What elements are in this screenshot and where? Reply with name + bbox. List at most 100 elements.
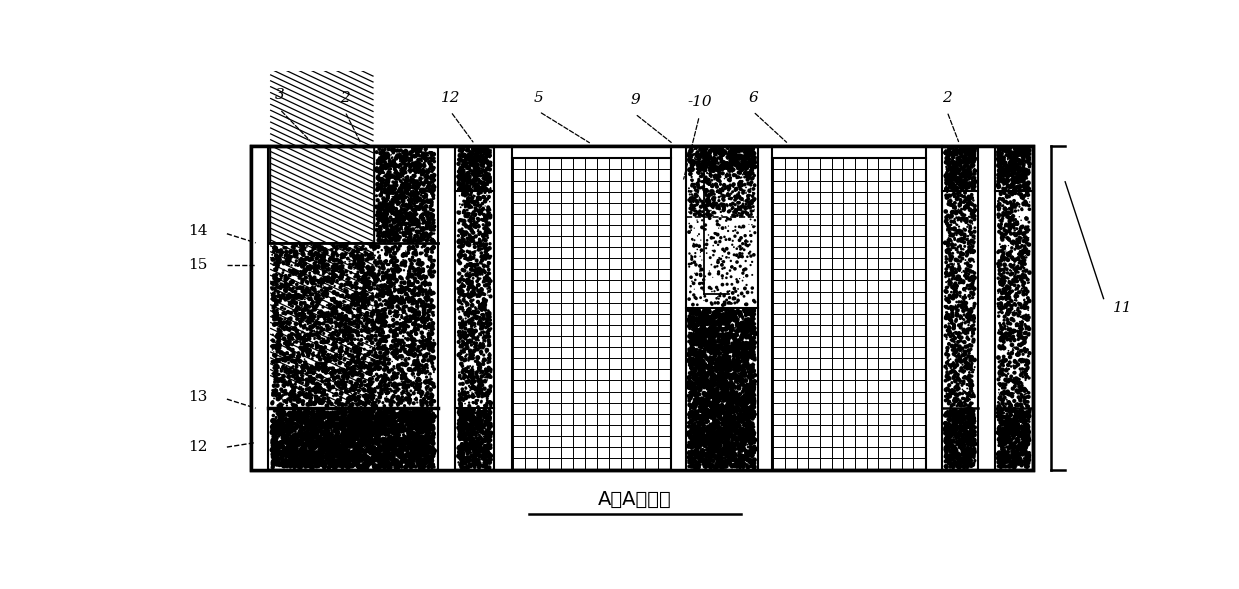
Point [963, 184, 983, 193]
Point [478, 306, 498, 315]
Point [733, 411, 753, 420]
Point [410, 388, 430, 398]
Point [408, 411, 427, 420]
Point [263, 459, 282, 469]
Point [457, 185, 477, 194]
Point [364, 243, 384, 252]
Point [685, 371, 705, 380]
Point [405, 184, 425, 194]
Point [452, 454, 472, 464]
Point [681, 418, 701, 427]
Point [287, 283, 307, 293]
Point [387, 256, 406, 266]
Point [736, 408, 756, 417]
Point [733, 368, 753, 378]
Point [270, 343, 290, 353]
Point [281, 392, 301, 401]
Point [470, 415, 489, 424]
Point [384, 293, 404, 302]
Point [992, 170, 1012, 179]
Point [273, 440, 292, 449]
Point [696, 188, 716, 197]
Point [383, 393, 403, 402]
Point [960, 422, 980, 432]
Point [375, 444, 395, 453]
Point [377, 186, 396, 196]
Point [399, 237, 419, 246]
Point [450, 191, 470, 201]
Point [351, 283, 370, 293]
Point [304, 426, 323, 435]
Point [375, 149, 395, 158]
Point [301, 446, 321, 455]
Point [953, 183, 973, 192]
Point [681, 158, 701, 167]
Point [732, 367, 752, 376]
Point [388, 217, 408, 227]
Point [367, 220, 387, 230]
Point [689, 429, 709, 439]
Point [467, 151, 487, 160]
Point [961, 444, 981, 454]
Point [347, 300, 367, 309]
Point [703, 339, 722, 348]
Point [348, 369, 368, 378]
Point [1017, 423, 1037, 433]
Point [959, 164, 979, 173]
Point [337, 316, 357, 326]
Point [698, 343, 717, 352]
Point [388, 218, 408, 227]
Point [462, 288, 482, 297]
Point [457, 291, 477, 300]
Point [414, 235, 434, 244]
Point [455, 329, 475, 338]
Point [706, 386, 726, 395]
Point [948, 226, 968, 236]
Point [961, 209, 981, 219]
Point [286, 443, 306, 452]
Point [959, 284, 979, 293]
Point [424, 181, 444, 190]
Point [724, 407, 743, 416]
Point [289, 438, 309, 448]
Point [707, 311, 727, 320]
Point [710, 188, 730, 198]
Point [727, 277, 747, 286]
Point [476, 332, 496, 342]
Point [468, 267, 488, 277]
Point [393, 148, 413, 158]
Point [467, 184, 487, 193]
Point [960, 363, 980, 373]
Point [374, 312, 394, 322]
Point [359, 253, 379, 263]
Point [458, 168, 478, 178]
Point [990, 438, 1010, 447]
Point [468, 381, 488, 391]
Point [387, 410, 406, 419]
Point [370, 207, 390, 216]
Point [717, 437, 737, 446]
Point [413, 196, 432, 206]
Point [684, 325, 704, 335]
Point [1007, 343, 1027, 353]
Point [398, 248, 418, 257]
Point [955, 259, 975, 268]
Point [1011, 406, 1031, 415]
Point [413, 408, 432, 417]
Point [1009, 424, 1028, 434]
Point [473, 444, 493, 453]
Point [409, 416, 429, 426]
Point [477, 426, 497, 436]
Point [961, 442, 981, 451]
Point [695, 373, 715, 382]
Point [356, 440, 375, 449]
Point [266, 431, 286, 440]
Point [269, 444, 289, 453]
Point [714, 342, 733, 351]
Point [938, 444, 958, 453]
Point [700, 309, 720, 318]
Point [693, 382, 712, 391]
Point [276, 416, 296, 425]
Point [717, 189, 737, 198]
Point [714, 309, 733, 319]
